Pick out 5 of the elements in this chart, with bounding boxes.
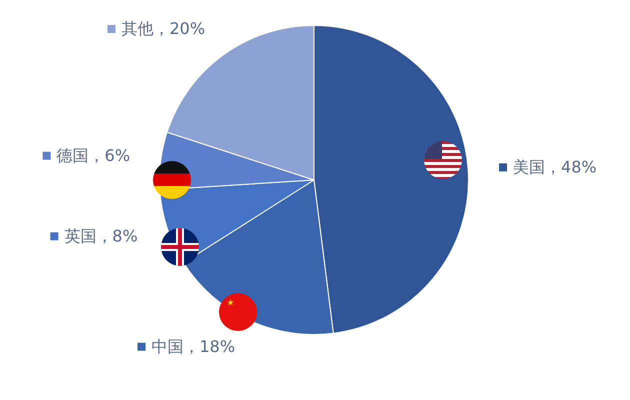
legend-label: 德国，6% [56,146,130,165]
legend-label: 其他，20% [121,19,206,38]
legend-label: 英国，8% [64,226,138,246]
legend-label: 中国，18% [152,336,236,356]
legend-label: 美国，48% [513,158,597,177]
